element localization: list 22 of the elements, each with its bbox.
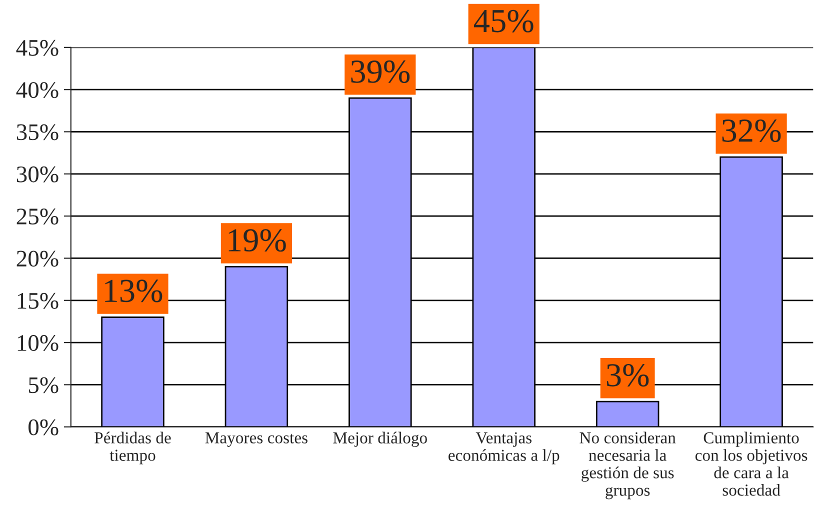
- data-label: 19%: [228, 229, 286, 252]
- data-label: 13%: [105, 280, 162, 302]
- y-tick-label: 35%: [16, 124, 58, 140]
- x-tick-label: Mejor diálogo: [333, 432, 427, 447]
- x-tick-label: Cumplimiento con los objetivos de cara a la sociedad: [695, 432, 808, 496]
- data-label: 3%: [606, 364, 649, 387]
- y-tick-label: 40%: [16, 82, 58, 98]
- data-label: 39%: [351, 60, 410, 84]
- x-tick-label: Pérdidas de tiempo: [94, 432, 171, 464]
- y-tick-label: 20%: [16, 250, 58, 267]
- data-label: 45%: [474, 10, 534, 32]
- y-tick-label: 0%: [28, 419, 58, 436]
- y-tick-label: 5%: [28, 377, 58, 394]
- x-tick-label: Ventajas económicas a l/p: [448, 432, 560, 464]
- y-tick-label: 10%: [18, 335, 58, 352]
- y-tick-label: 25%: [16, 208, 58, 225]
- y-tick-label: 15%: [18, 292, 58, 309]
- x-tick-label: No consideran necesaria la gestión de sus grupos: [580, 432, 676, 500]
- y-tick-label: 45%: [16, 40, 58, 56]
- x-tick-label: Mayores costes: [205, 432, 308, 447]
- data-label: 32%: [722, 119, 781, 142]
- y-tick-label: 30%: [16, 166, 58, 182]
